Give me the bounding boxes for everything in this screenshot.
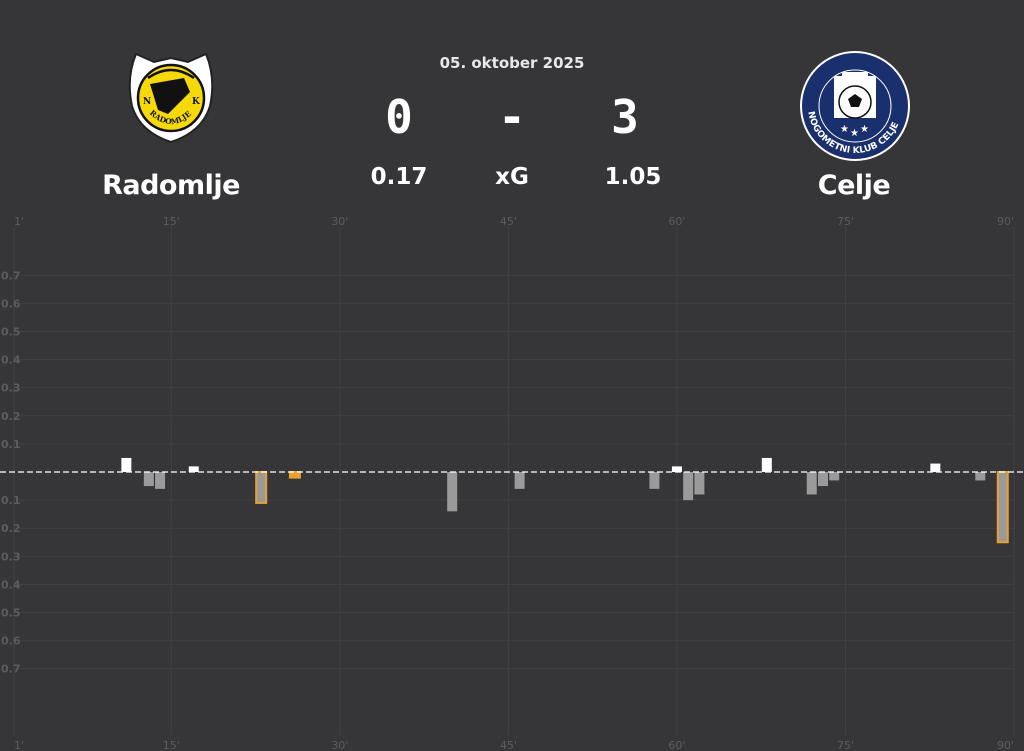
away-shot-bar xyxy=(817,472,828,487)
match-date: 05. oktober 2025 xyxy=(439,54,585,72)
xg-label: xG xyxy=(495,164,529,190)
away-shot-bar xyxy=(829,472,840,481)
away-shot-bar xyxy=(514,472,525,489)
away-team-name: Celje xyxy=(817,170,891,201)
x-tick-label-top: 15' xyxy=(163,215,180,228)
away-goal-bar xyxy=(288,471,301,479)
x-tick-label-bottom: 30' xyxy=(331,739,348,751)
x-tick-label-bottom: 1' xyxy=(14,739,24,751)
home-shot-bar xyxy=(761,457,772,472)
x-tick-label-bottom: 15' xyxy=(163,739,180,751)
x-tick-label-top: 75' xyxy=(837,215,854,228)
away-shot-bar xyxy=(975,472,986,481)
y-tick-label: 0.2 xyxy=(1,522,21,535)
away-shot-bar xyxy=(143,472,154,487)
y-tick-label: 0.5 xyxy=(1,607,21,620)
radomlje-crest-icon: N K RADOMLJE xyxy=(128,52,214,144)
y-tick-label: 0.4 xyxy=(1,578,21,591)
home-shot-bar xyxy=(121,457,132,472)
y-tick-label: 0.2 xyxy=(1,410,21,423)
logo-letter-n: N xyxy=(143,97,151,107)
away-shot-bar xyxy=(155,472,166,489)
x-tick-label-bottom: 90' xyxy=(997,739,1014,751)
home-score: 0 xyxy=(385,90,413,144)
star-icon: ★ xyxy=(850,128,859,139)
x-tick-label-bottom: 75' xyxy=(837,739,854,751)
home-team-name: Radomlje xyxy=(102,170,240,201)
away-shot-bar xyxy=(649,472,660,489)
y-tick-label: 0.6 xyxy=(1,635,21,648)
away-xg: 1.05 xyxy=(604,164,662,190)
score-separator: - xyxy=(498,90,526,144)
y-tick-label: 0.7 xyxy=(1,663,21,676)
xg-timeline-chart: 1' 1' 15' 15' 30' 30' 45' 45' 60' 60' 75' 75' 90' 90'… xyxy=(0,215,1024,751)
celje-crest-icon: ★ ★ ★ NOGOMETNI KLUB CELJE xyxy=(800,51,910,161)
x-tick-label-top: 1' xyxy=(14,215,24,228)
y-tick-label: 0.4 xyxy=(1,354,21,367)
y-tick-label: 0.3 xyxy=(1,550,21,563)
y-tick-label: 0.5 xyxy=(1,326,21,339)
y-tick-label: 0.1 xyxy=(1,494,21,507)
away-shot-bar xyxy=(683,472,694,501)
away-shot-bar xyxy=(694,472,705,495)
x-tick-label-top: 45' xyxy=(500,215,517,228)
x-tick-label-top: 90' xyxy=(997,215,1014,228)
away-shot-bar xyxy=(806,472,817,495)
x-tick-label-bottom: 45' xyxy=(500,739,517,751)
away-shot-bar xyxy=(447,472,458,512)
home-shot-bar xyxy=(671,466,682,472)
away-score: 3 xyxy=(611,90,639,144)
away-goal-bar xyxy=(996,471,1009,544)
logo-letter-k: K xyxy=(192,97,201,107)
x-tick-label-top: 60' xyxy=(668,215,685,228)
home-shot-bar xyxy=(188,466,199,472)
away-goal-bar xyxy=(255,471,268,504)
x-tick-label-bottom: 60' xyxy=(668,739,685,751)
y-tick-label: 0.1 xyxy=(1,438,21,451)
y-tick-label: 0.6 xyxy=(1,297,21,310)
y-tick-label: 0.3 xyxy=(1,382,21,395)
home-team-logo: N K RADOMLJE xyxy=(128,48,214,144)
star-icon: ★ xyxy=(840,124,849,135)
away-team-logo: ★ ★ ★ NOGOMETNI KLUB CELJE xyxy=(798,50,912,162)
x-tick-label-top: 30' xyxy=(331,215,348,228)
home-shot-bar xyxy=(930,463,941,472)
home-xg: 0.17 xyxy=(370,164,428,190)
y-tick-label: 0.7 xyxy=(1,269,21,282)
star-icon: ★ xyxy=(860,124,869,135)
